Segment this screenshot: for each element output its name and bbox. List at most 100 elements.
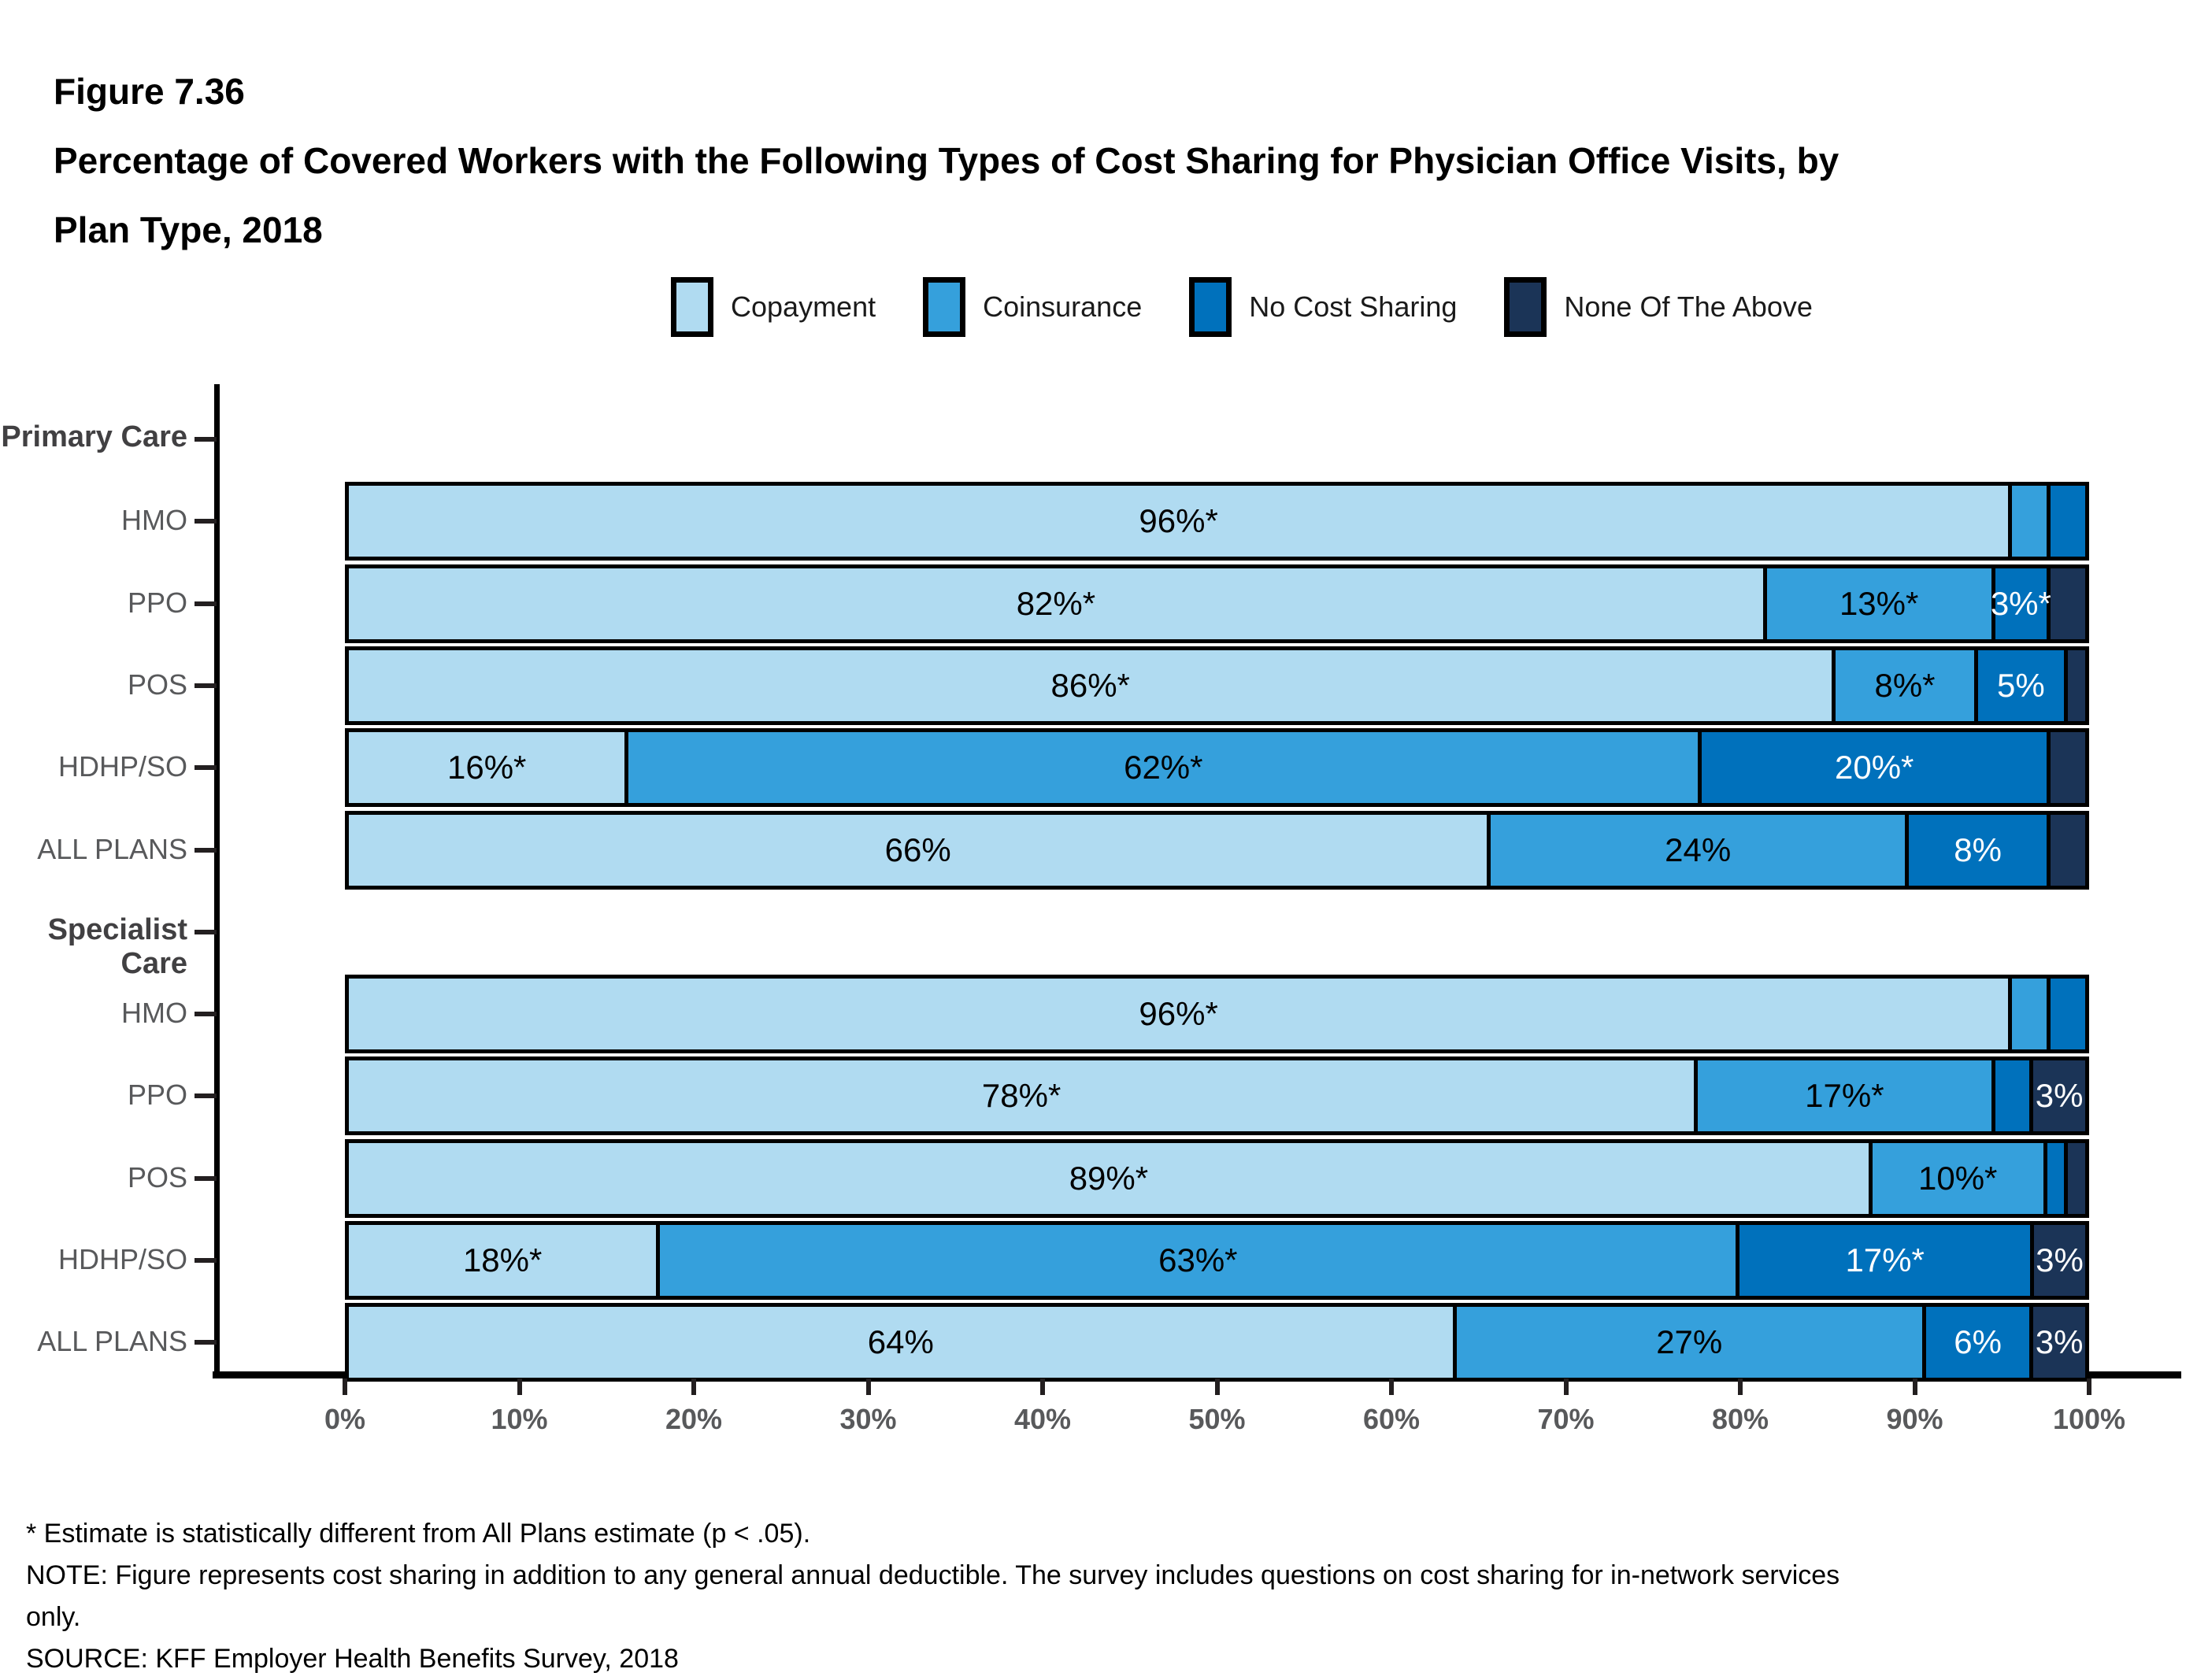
x-axis-tick [691, 1378, 696, 1395]
segment-value-label: 27% [1656, 1323, 1723, 1361]
bar-segment-no-cost-sharing: 6% [1925, 1303, 2034, 1382]
y-axis-tick [195, 601, 217, 606]
bar-segment-no-cost-sharing [2051, 975, 2090, 1054]
x-axis-tick [1389, 1378, 1394, 1395]
legend-item: Coinsurance [923, 277, 1142, 337]
bar-segment-copayment: 66% [345, 810, 1491, 890]
figure-number: Figure 7.36 [54, 71, 245, 112]
x-axis-tick [1214, 1378, 1220, 1395]
bar-row-specialist-care-pos: 89%* 10%* [345, 1138, 2089, 1218]
bar-segment-none-of-the-above: 3% [2033, 1056, 2089, 1136]
bar-row-specialist-care-all-plans: 64% 27% 6% 3% [345, 1303, 2089, 1382]
row-label-hmo: HMO [121, 997, 187, 1030]
segment-value-label: 17%* [1845, 1241, 1925, 1279]
bar-segment-copayment: 89%* [345, 1138, 1873, 1218]
x-axis-tick-label: 20% [665, 1403, 723, 1435]
bar-segment-none-of-the-above: 3% [2033, 1303, 2089, 1382]
bar-segment-coinsurance: 24% [1491, 810, 1909, 890]
row-label-hmo: HMO [121, 504, 187, 537]
y-axis-line [214, 384, 220, 1378]
bar-segment-copayment: 96%* [345, 975, 2013, 1054]
legend-label: Copayment [731, 290, 876, 323]
segment-value-label: 64% [867, 1323, 934, 1361]
group-label-specialist-care: Specialist Care [47, 912, 187, 980]
bar-row-primary-care-ppo: 82%* 13%* 3%* [345, 564, 2089, 643]
x-axis-tick-label: 10% [491, 1403, 548, 1435]
legend: Copayment Coinsurance No Cost Sharing No… [671, 277, 1813, 337]
x-axis-tick-label: 60% [1362, 1403, 1421, 1435]
row-label-all-plans: ALL PLANS [37, 832, 187, 865]
legend-label: No Cost Sharing [1249, 290, 1458, 323]
segment-value-label: 3%* [1990, 584, 2051, 622]
segment-value-label: 86%* [1050, 666, 1130, 704]
bar-segment-no-cost-sharing [1995, 1056, 2034, 1136]
bar-segment-copayment: 16%* [345, 728, 629, 808]
legend-item: None Of The Above [1504, 277, 1813, 337]
segment-value-label: 13%* [1839, 584, 1919, 622]
bar-row-specialist-care-hmo: 96%* [345, 975, 2090, 1054]
y-axis-tick [195, 847, 217, 853]
x-axis-tick-label: 0% [324, 1403, 366, 1435]
y-axis-tick [195, 929, 217, 934]
bar-segment-no-cost-sharing: 17%* [1739, 1221, 2034, 1300]
bar-segment-no-cost-sharing [2051, 482, 2090, 561]
segment-value-label: 82%* [1016, 584, 1096, 622]
segment-value-label: 62%* [1124, 749, 1203, 786]
bar-segment-none-of-the-above: 3% [2033, 1221, 2089, 1300]
x-axis-tick-label: 70% [1537, 1403, 1595, 1435]
bar-segment-copayment: 82%* [345, 564, 1767, 643]
bar-row-primary-care-all-plans: 66% 24% 8% [345, 810, 2089, 890]
footnote-line: SOURCE: KFF Employer Health Benefits Sur… [26, 1644, 679, 1674]
x-axis-tick-label: 50% [1188, 1403, 1246, 1435]
y-axis-tick [195, 1012, 217, 1017]
x-axis-tick-label: 30% [839, 1403, 897, 1435]
y-axis-tick [195, 1340, 217, 1345]
segment-value-label: 17%* [1805, 1077, 1884, 1115]
bar-segment-coinsurance: 10%* [1872, 1138, 2047, 1218]
y-axis-tick [195, 519, 217, 524]
x-axis-tick [1738, 1378, 1743, 1395]
bar-row-primary-care-hmo: 96%* [345, 482, 2090, 561]
segment-value-label: 20%* [1835, 749, 1914, 786]
segment-value-label: 18%* [462, 1241, 543, 1279]
y-axis-tick [195, 1175, 217, 1181]
bar-segment-coinsurance: 63%* [660, 1221, 1740, 1300]
segment-value-label: 96%* [1139, 502, 1218, 540]
legend-item: No Cost Sharing [1189, 277, 1457, 337]
segment-value-label: 24% [1665, 831, 1732, 868]
segment-value-label: 96%* [1139, 995, 1218, 1033]
x-axis-tick-label: 100% [2052, 1403, 2126, 1435]
bar-segment-none-of-the-above [2068, 646, 2090, 725]
bar-segment-coinsurance: 17%* [1698, 1056, 1995, 1136]
bar-segment-copayment: 64% [345, 1303, 1457, 1382]
bar-segment-copayment: 96%* [345, 482, 2013, 561]
row-label-all-plans: ALL PLANS [37, 1325, 187, 1358]
segment-value-label: 6% [1954, 1323, 2002, 1361]
segment-value-label: 66% [884, 831, 951, 868]
x-axis-tick-label: 40% [1013, 1403, 1072, 1435]
bar-segment-none-of-the-above [2051, 810, 2089, 890]
segment-value-label: 8% [1954, 831, 2002, 868]
segment-value-label: 10%* [1918, 1159, 1998, 1197]
figure-title: Percentage of Covered Workers with the F… [54, 140, 1839, 250]
bar-segment-no-cost-sharing: 3%* [1990, 564, 2051, 643]
x-axis-tick [1040, 1378, 1045, 1395]
bar-segment-coinsurance [2012, 482, 2051, 561]
x-axis-tick-label: 90% [1886, 1403, 1943, 1435]
row-label-ppo: PPO [127, 586, 187, 619]
x-axis-tick [2087, 1378, 2091, 1395]
segment-value-label: 3% [2035, 1323, 2084, 1361]
bar-segment-no-cost-sharing: 5% [1977, 646, 2069, 725]
legend-swatch-icon [923, 277, 966, 337]
segment-value-label: 63%* [1158, 1241, 1238, 1279]
segment-value-label: 8%* [1874, 666, 1936, 704]
footnotes: * Estimate is statistically different fr… [26, 1513, 1861, 1680]
y-axis-tick [195, 437, 217, 442]
bar-segment-coinsurance [2012, 975, 2051, 1054]
segment-value-label: 3% [2036, 1241, 2084, 1279]
x-axis-tick-label: 80% [1711, 1403, 1769, 1435]
x-axis-tick [517, 1378, 522, 1395]
legend-item: Copayment [671, 277, 876, 337]
bar-row-primary-care-pos: 86%* 8%* 5% [345, 646, 2090, 725]
bar-segment-coinsurance: 13%* [1766, 564, 1995, 643]
